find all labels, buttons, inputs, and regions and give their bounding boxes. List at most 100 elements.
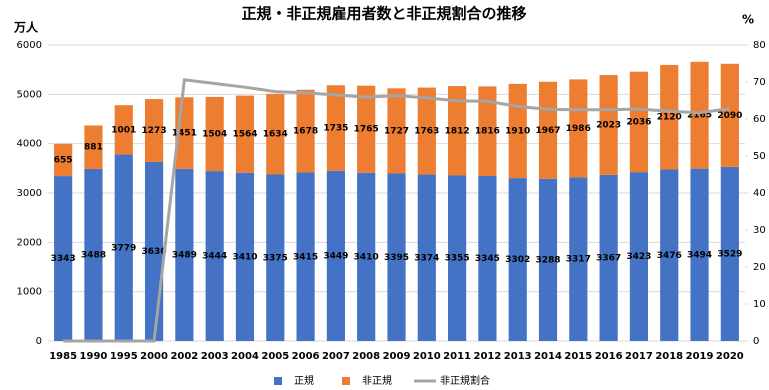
y2-tick-label: 80 bbox=[753, 40, 766, 51]
value-label: 1967 bbox=[535, 126, 560, 136]
value-label: 1273 bbox=[142, 126, 167, 136]
bar bbox=[326, 85, 345, 171]
x-tick-label: 2015 bbox=[564, 351, 592, 362]
bar bbox=[690, 61, 709, 169]
bar bbox=[538, 81, 558, 179]
y-tick-label: 5000 bbox=[17, 89, 42, 100]
y-axis-label: 万人 bbox=[13, 20, 39, 35]
x-tick-label: 2010 bbox=[413, 351, 441, 362]
x-tick-label: 2002 bbox=[170, 351, 198, 362]
value-label: 3395 bbox=[384, 253, 409, 263]
bar bbox=[144, 99, 164, 162]
bar bbox=[326, 170, 345, 341]
bar bbox=[720, 166, 739, 341]
bar bbox=[54, 176, 73, 341]
bar bbox=[235, 95, 255, 173]
x-tick-label: 2008 bbox=[352, 351, 380, 362]
value-label: 3317 bbox=[566, 255, 591, 265]
bar bbox=[660, 169, 679, 341]
y2-tick-label: 50 bbox=[753, 151, 766, 162]
y2-axis-label: % bbox=[742, 13, 754, 27]
bar bbox=[478, 175, 497, 341]
value-label: 3494 bbox=[687, 250, 712, 260]
value-label: 655 bbox=[54, 155, 73, 165]
value-label: 881 bbox=[84, 143, 103, 153]
line bbox=[63, 78, 731, 343]
y-tick-label: 1000 bbox=[17, 287, 42, 298]
bar bbox=[417, 174, 436, 341]
value-label: 3302 bbox=[505, 255, 530, 265]
y2-tick-label: 40 bbox=[753, 188, 766, 199]
bar bbox=[448, 175, 467, 341]
y2-tick-label: 70 bbox=[753, 77, 766, 88]
bar bbox=[387, 173, 406, 341]
x-tick-label: 2006 bbox=[292, 351, 320, 362]
bar bbox=[205, 96, 224, 172]
value-label: 1986 bbox=[566, 124, 591, 134]
value-label: 3489 bbox=[172, 250, 197, 260]
bar bbox=[235, 172, 255, 341]
value-label: 3410 bbox=[232, 252, 257, 262]
bar bbox=[175, 168, 194, 341]
value-label: 1763 bbox=[414, 127, 439, 137]
x-tick-label: 2009 bbox=[383, 351, 411, 362]
y2-tick-label: 30 bbox=[753, 225, 766, 236]
x-tick-label: 2012 bbox=[473, 351, 501, 362]
value-label: 2036 bbox=[626, 117, 651, 127]
bar bbox=[357, 85, 376, 173]
y2-tick-label: 20 bbox=[753, 262, 766, 273]
bar bbox=[690, 168, 709, 341]
bar bbox=[569, 79, 588, 178]
value-label: 3367 bbox=[596, 253, 621, 263]
x-tick-label: 2016 bbox=[595, 351, 623, 362]
x-tick-label: 2018 bbox=[655, 351, 683, 362]
y-tick-label: 0 bbox=[36, 336, 42, 347]
bar bbox=[448, 86, 467, 176]
value-label: 3476 bbox=[657, 251, 682, 261]
value-label: 1735 bbox=[323, 124, 348, 134]
y2-tick-label: 0 bbox=[753, 336, 759, 347]
bar bbox=[478, 86, 497, 176]
bar bbox=[205, 171, 224, 341]
value-label: 1678 bbox=[293, 127, 318, 137]
x-tick-label: 2020 bbox=[716, 351, 744, 362]
bar bbox=[84, 168, 103, 341]
value-label: 3444 bbox=[202, 252, 227, 262]
x-tick-label: 1995 bbox=[110, 351, 138, 362]
bar bbox=[54, 143, 73, 177]
x-tick-label: 2004 bbox=[231, 351, 259, 362]
bar bbox=[357, 172, 376, 341]
bar bbox=[417, 87, 436, 175]
y-tick-label: 4000 bbox=[17, 139, 42, 150]
value-label: 3355 bbox=[445, 254, 470, 264]
y-tick-label: 3000 bbox=[17, 188, 42, 199]
bar bbox=[660, 64, 679, 170]
value-label: 3630 bbox=[142, 247, 167, 257]
y-tick-label: 6000 bbox=[17, 40, 42, 51]
y-tick-label: 2000 bbox=[17, 237, 42, 248]
bar bbox=[629, 172, 649, 341]
value-label: 2120 bbox=[657, 113, 682, 123]
value-label: 3529 bbox=[717, 249, 742, 259]
value-label: 3779 bbox=[111, 243, 136, 253]
legend-label: 正規 bbox=[294, 375, 314, 387]
x-tick-label: 2013 bbox=[504, 351, 532, 362]
x-tick-label: 2005 bbox=[261, 351, 289, 362]
value-label: 1564 bbox=[232, 130, 257, 140]
bar bbox=[266, 93, 285, 175]
legend-label: 非正規割合 bbox=[440, 374, 490, 387]
value-label: 3345 bbox=[475, 254, 500, 264]
bar bbox=[387, 88, 406, 174]
bar bbox=[599, 174, 618, 341]
value-label: 3343 bbox=[51, 254, 76, 264]
legend-label: 非正規 bbox=[362, 375, 392, 387]
value-label: 1812 bbox=[445, 126, 470, 136]
value-label: 1634 bbox=[263, 130, 288, 140]
x-tick-label: 2017 bbox=[625, 351, 653, 362]
value-label: 1765 bbox=[354, 125, 379, 135]
x-tick-label: 2003 bbox=[201, 351, 229, 362]
chart-title: 正規・非正規雇用者数と非正規割合の推移 bbox=[241, 5, 526, 23]
x-tick-label: 2000 bbox=[140, 351, 168, 362]
value-label: 3423 bbox=[626, 252, 651, 262]
value-label: 1910 bbox=[505, 126, 530, 136]
